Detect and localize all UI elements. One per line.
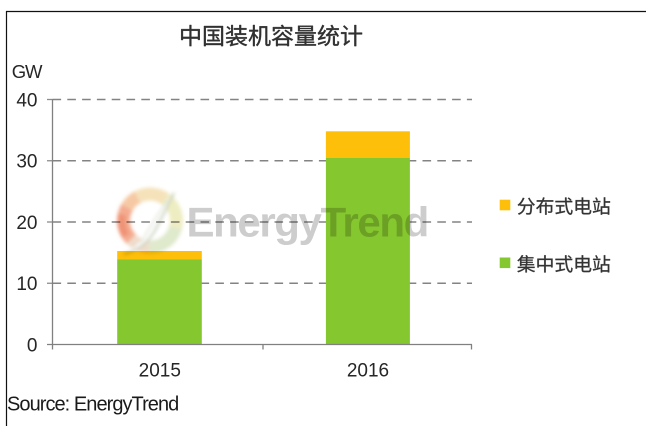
svg-text:20: 20 <box>16 213 37 234</box>
svg-text:EnergyTrend: EnergyTrend <box>187 198 428 245</box>
svg-text:40: 40 <box>16 90 37 111</box>
svg-text:GW: GW <box>12 61 43 82</box>
svg-text:Source: EnergyTrend: Source: EnergyTrend <box>7 394 178 416</box>
svg-text:2015: 2015 <box>139 361 181 382</box>
svg-text:10: 10 <box>16 274 37 295</box>
svg-text:30: 30 <box>16 152 37 173</box>
svg-text:2016: 2016 <box>347 361 389 382</box>
svg-text:0: 0 <box>27 335 38 356</box>
